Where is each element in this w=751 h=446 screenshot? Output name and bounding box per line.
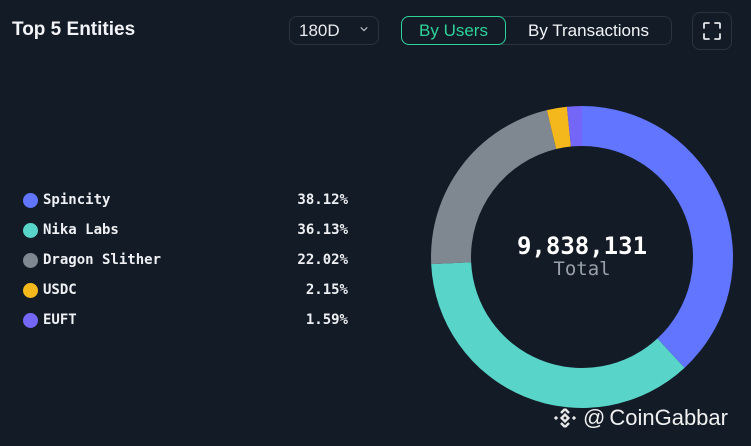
legend-value: 38.12%	[297, 192, 348, 208]
total-label: Total	[553, 258, 611, 280]
legend-label: Nika Labs	[43, 222, 119, 238]
legend-dot	[23, 222, 38, 238]
expand-icon	[703, 22, 721, 40]
legend-dot	[23, 282, 38, 298]
legend-label: Spincity	[43, 192, 111, 208]
page-title: Top 5 Entities	[12, 19, 136, 40]
range-selected-value: 180D	[299, 20, 340, 40]
legend-item-usdc[interactable]: USDC 2.15%	[23, 275, 348, 305]
legend-item-euft[interactable]: EUFT 1.59%	[23, 305, 348, 335]
legend-item-dragon-slither[interactable]: Dragon Slither 22.02%	[23, 245, 348, 275]
legend-label: USDC	[43, 282, 77, 298]
legend-label: Dragon Slither	[43, 252, 162, 268]
donut-slice-nika-labs[interactable]	[431, 262, 685, 408]
legend-dot	[23, 252, 38, 268]
legend-item-nika-labs[interactable]: Nika Labs 36.13%	[23, 215, 348, 245]
legend-value: 1.59%	[305, 312, 348, 328]
donut-slice-spincity[interactable]	[582, 106, 733, 368]
donut-slice-usdc[interactable]	[546, 106, 571, 150]
donut-center: 9,838,131 Total	[482, 232, 682, 280]
watermark: @ CoinGabbar	[553, 405, 728, 431]
chevron-down-icon	[360, 27, 368, 32]
tab-by-transactions[interactable]: By Transactions	[528, 20, 649, 40]
metric-toggle: By Users By Transactions	[401, 16, 672, 45]
legend-value: 2.15%	[305, 282, 348, 298]
binance-logo-icon	[553, 408, 577, 428]
legend-item-spincity[interactable]: Spincity 38.12%	[23, 185, 348, 215]
donut-slice-dragon-slither[interactable]	[431, 110, 557, 265]
chart-legend: Spincity 38.12% Nika Labs 36.13% Dragon …	[23, 185, 348, 335]
donut-slice-euft[interactable]	[566, 106, 582, 147]
watermark-text: CoinGabbar	[609, 405, 728, 430]
legend-label: EUFT	[43, 312, 77, 328]
donut-chart[interactable]	[430, 105, 734, 409]
watermark-at: @	[583, 405, 606, 430]
tab-by-users[interactable]: By Users	[401, 16, 506, 45]
legend-value: 36.13%	[297, 222, 348, 238]
legend-value: 22.02%	[297, 252, 348, 268]
total-value: 9,838,131	[516, 232, 648, 260]
range-dropdown[interactable]: 180D	[289, 16, 379, 45]
legend-dot	[23, 312, 38, 328]
legend-dot	[23, 192, 38, 208]
expand-button[interactable]	[692, 12, 732, 50]
